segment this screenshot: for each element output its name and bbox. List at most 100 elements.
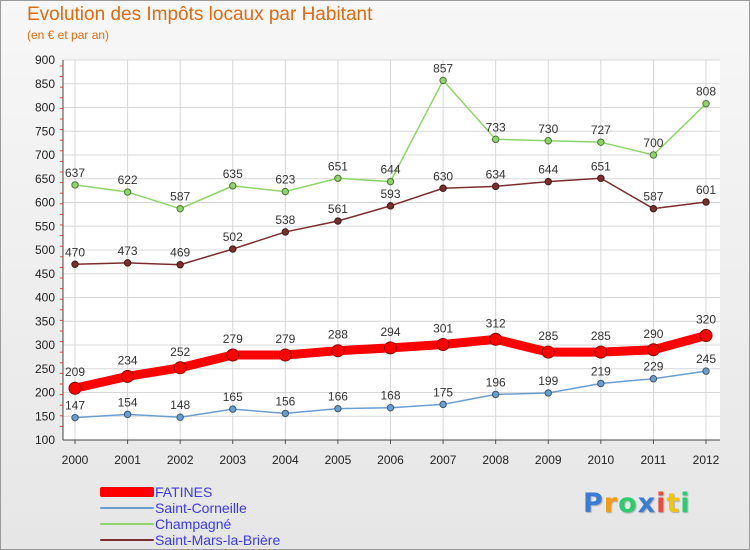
data-label-saint-mars-la-briere: 561 [328, 202, 348, 216]
data-point-champagne [229, 182, 237, 190]
data-labels: 147 154 148 165 156 166 168 175 196 199 219 229 245 6… [65, 61, 716, 412]
data-label-fatines: 209 [65, 365, 85, 379]
data-label-saint-corneille: 168 [380, 389, 400, 403]
data-point-champagne [439, 76, 447, 85]
data-point-saint-mars-la-briere [334, 217, 342, 225]
data-label-saint-corneille: 156 [275, 394, 295, 408]
data-label-fatines: 279 [223, 332, 243, 346]
data-label-saint-mars-la-briere: 469 [170, 246, 190, 260]
x-tick-label: 2002 [167, 453, 194, 467]
data-point-saint-mars-la-briere [71, 260, 79, 268]
logo-letter: i [680, 488, 691, 519]
data-label-saint-mars-la-briere: 470 [65, 245, 85, 259]
y-tick-label: 450 [35, 267, 55, 281]
data-label-saint-corneille: 219 [591, 364, 611, 378]
data-point-saint-corneille [544, 389, 552, 397]
legend-label: Saint-Corneille [155, 500, 247, 516]
data-label-saint-corneille: 196 [486, 375, 506, 389]
data-label-champagne: 622 [118, 173, 138, 187]
logo-letter: i [656, 488, 667, 519]
data-point-saint-corneille [229, 405, 237, 413]
data-label-saint-corneille: 199 [538, 374, 558, 388]
data-point-saint-corneille [439, 400, 447, 409]
data-point-saint-corneille [334, 404, 342, 413]
y-tick-label: 300 [35, 338, 55, 352]
data-point-saint-corneille [281, 409, 290, 418]
y-tick-label: 400 [35, 291, 55, 305]
axes: 100 150 200 250 300 350 400 450 500 550 600 650 700 7… [35, 53, 720, 467]
data-point-saint-corneille [386, 404, 395, 412]
x-tick-label: 2004 [272, 453, 299, 467]
y-tick-label: 250 [35, 362, 55, 376]
data-point-champagne [386, 177, 395, 186]
data-point-saint-mars-la-briere [176, 261, 184, 269]
data-point-fatines [121, 369, 135, 383]
data-point-champagne [281, 187, 290, 196]
data-label-saint-mars-la-briere: 587 [643, 190, 663, 204]
logo-letter: x [637, 488, 657, 519]
y-tick-label: 850 [35, 77, 55, 91]
x-tick-label: 2012 [693, 453, 720, 467]
data-label-champagne: 587 [170, 190, 190, 204]
data-point-saint-mars-la-briere [229, 245, 237, 253]
data-point-fatines [699, 329, 713, 342]
y-tick-label: 900 [35, 53, 55, 67]
data-point-saint-corneille [71, 413, 79, 422]
data-label-fatines: 320 [696, 313, 716, 327]
data-label-saint-mars-la-briere: 651 [591, 159, 611, 173]
x-tick-label: 2007 [430, 453, 457, 467]
logo-letter: P [583, 488, 604, 519]
logo-letter: t [666, 488, 681, 519]
data-point-saint-mars-la-briere [544, 177, 552, 186]
x-tick-label: 2008 [482, 453, 509, 467]
y-tick-label: 500 [35, 243, 55, 257]
y-tick-label: 550 [35, 219, 55, 233]
data-label-champagne: 623 [275, 173, 295, 187]
x-tick-label: 2000 [62, 453, 89, 467]
x-tick-label: 2006 [377, 453, 404, 467]
data-label-saint-corneille: 148 [170, 398, 190, 412]
data-point-saint-mars-la-briere [649, 204, 658, 213]
data-label-saint-mars-la-briere: 634 [486, 167, 506, 181]
data-label-champagne: 727 [591, 123, 611, 137]
data-label-saint-mars-la-briere: 644 [538, 163, 558, 177]
data-label-champagne: 857 [433, 61, 453, 75]
data-point-saint-mars-la-briere [123, 259, 132, 267]
y-tick-label: 600 [35, 196, 55, 210]
legend-swatch [100, 523, 154, 525]
data-point-saint-mars-la-briere [491, 182, 500, 191]
data-point-saint-mars-la-briere [597, 174, 605, 182]
logo-letter: o [618, 488, 638, 519]
data-label-champagne: 730 [538, 122, 558, 136]
data-label-fatines: 285 [538, 329, 558, 343]
data-label-champagne: 700 [643, 136, 663, 150]
data-point-fatines [594, 345, 608, 359]
data-point-champagne [176, 204, 184, 213]
data-label-saint-corneille: 165 [223, 390, 243, 404]
data-point-fatines [173, 361, 187, 375]
y-tick-label: 700 [35, 148, 55, 162]
data-point-fatines [68, 381, 82, 395]
data-label-fatines: 294 [380, 325, 400, 339]
legend-label: FATINES [155, 484, 213, 500]
x-tick-label: 2009 [535, 453, 562, 467]
data-label-fatines: 252 [170, 345, 190, 359]
data-point-saint-corneille [123, 410, 132, 419]
data-label-champagne: 644 [380, 163, 400, 177]
legend-label: Champagné [155, 516, 232, 532]
data-point-saint-mars-la-briere [439, 184, 447, 192]
y-tick-label: 750 [35, 124, 55, 138]
data-label-fatines: 285 [591, 329, 611, 343]
data-label-fatines: 288 [328, 328, 348, 342]
legend-swatch [100, 487, 154, 497]
data-point-saint-corneille [491, 390, 500, 399]
data-point-fatines [541, 345, 555, 359]
y-tick-label: 350 [35, 314, 55, 328]
proxiti-logo: Proxiti [583, 488, 691, 519]
data-point-saint-corneille [649, 375, 658, 383]
data-point-champagne [544, 137, 552, 145]
y-tick-label: 800 [35, 101, 55, 115]
data-point-saint-corneille [176, 413, 184, 421]
data-label-fatines: 234 [118, 353, 138, 367]
